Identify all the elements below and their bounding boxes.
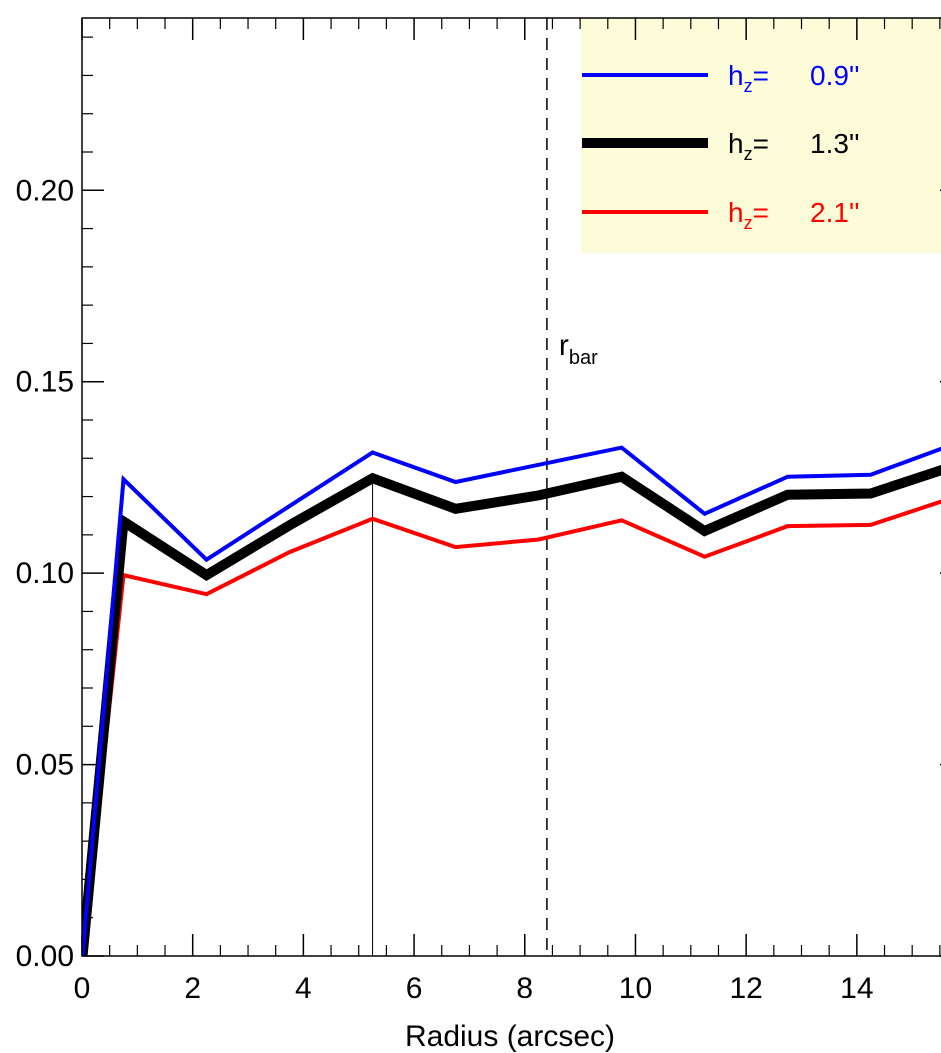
rbar-label: rbar: [559, 329, 598, 369]
legend-value: 1.3'': [810, 128, 860, 159]
y-tick-label: 0.20: [16, 174, 74, 207]
x-tick-label: 2: [184, 972, 201, 1005]
x-tick-label: 6: [406, 972, 423, 1005]
legend-value: 0.9'': [810, 60, 860, 91]
y-tick-label: 0.05: [16, 749, 74, 782]
series-line-13: [82, 464, 941, 956]
legend-label: hz=: [728, 128, 769, 164]
y-tick-label: 0.10: [16, 557, 74, 590]
x-tick-label: 14: [840, 972, 873, 1005]
x-tick-label: 4: [295, 972, 312, 1005]
x-tick-label: 12: [729, 972, 762, 1005]
x-tick-label: 10: [619, 972, 652, 1005]
x-axis-title: Radius (arcsec): [405, 1020, 615, 1053]
series-lines: [82, 445, 941, 956]
reference-lines: rbar: [372, 18, 598, 956]
legend-label: hz=: [728, 60, 769, 96]
legend-value: 2.1'': [810, 197, 860, 228]
legend-label: hz=: [728, 197, 769, 233]
legend: hz= 0.9'' hz= 1.3'' hz= 2.1'': [582, 60, 860, 233]
tick-labels: 0 2 4 6 8 10 12 14 0.00 0.05 0.10 0.15 0.20: [16, 174, 874, 1005]
y-tick-label: 0.15: [16, 366, 74, 399]
plot-frame: [81, 17, 941, 957]
series-line-21: [82, 499, 941, 956]
axis-ticks: [81, 18, 941, 957]
x-tick-label: 0: [74, 972, 91, 1005]
y-tick-label: 0.00: [16, 940, 74, 973]
x-tick-label: 8: [516, 972, 533, 1005]
series-line-09: [82, 445, 941, 956]
